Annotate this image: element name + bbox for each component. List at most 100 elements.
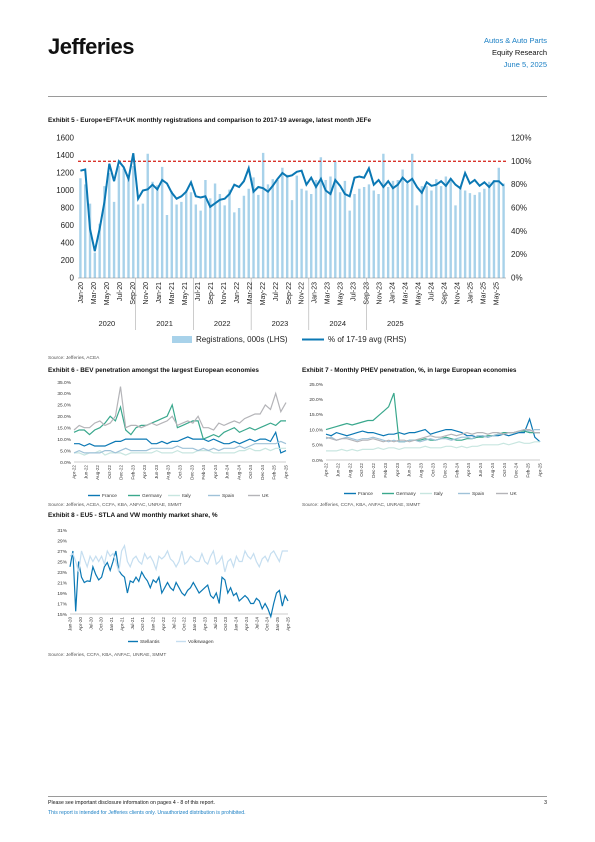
series-line-uk: [73, 386, 287, 431]
series-line-uk: [325, 428, 540, 443]
x-tick-label: Apr-21: [119, 617, 124, 631]
x-tick-label: Feb-23: [130, 465, 135, 480]
y-tick-label: 800: [61, 204, 75, 213]
legend-swatch-registrations: [172, 336, 192, 343]
registrations-bar: [420, 186, 424, 278]
registrations-bar: [377, 194, 380, 278]
x-tick-label: Jan-22: [151, 617, 156, 631]
y-tick-label: 31%: [57, 528, 67, 534]
x-tick-label: Oct-21: [140, 617, 145, 631]
registrations-bar: [444, 176, 448, 278]
registrations-bar: [473, 194, 476, 278]
registrations-bar: [300, 188, 303, 278]
month-tick-label: May-21: [182, 282, 189, 305]
month-tick-label: Nov-20: [143, 282, 150, 305]
exhibit7-chart: 0.0% 5.0% 10.0% 15.0% 20.0% 25.0% Apr-22 Jun-22…: [309, 382, 542, 497]
registrations-bar: [502, 183, 505, 278]
registrations-bar: [334, 161, 337, 278]
month-tick-label: May-20: [104, 282, 111, 305]
y-tick-label: 17%: [57, 601, 67, 607]
x-tick-label: Dec-24: [514, 463, 519, 478]
x-tick-label: Feb-23: [383, 463, 388, 478]
sector-label: Autos & Auto Parts: [484, 36, 547, 45]
month-tick-label: Jan-20: [78, 282, 85, 304]
registrations-bar: [108, 173, 111, 278]
registrations-bar: [367, 184, 371, 278]
y-tick-label: 20.0%: [57, 414, 71, 420]
registrations-bar: [290, 200, 294, 278]
registrations-bar: [468, 193, 472, 278]
y2-tick-label: 0%: [511, 274, 523, 283]
registrations-bar: [257, 194, 260, 278]
registrations-bar: [362, 187, 366, 278]
registrations-bar: [194, 204, 198, 278]
legend-label: Registrations, 000s (LHS): [196, 335, 288, 344]
registrations-bar: [175, 204, 178, 278]
series-line-germany: [73, 403, 286, 440]
registrations-bar: [396, 180, 399, 278]
registrations-bar: [281, 167, 284, 278]
registrations-bar: [430, 190, 433, 278]
month-tick-label: Sep-20: [130, 282, 137, 305]
x-tick-label: Dec-22: [371, 463, 376, 478]
legend-label: Germany: [142, 493, 162, 499]
x-tick-label: Dec-23: [442, 463, 447, 478]
registrations-bar: [454, 205, 457, 278]
x-tick-label: Feb-25: [272, 465, 277, 480]
x-tick-label: Jan-21: [109, 617, 114, 631]
month-tick-label: Nov-24: [454, 282, 461, 305]
jefferies-logo: Jefferies: [48, 34, 135, 59]
x-tick-label: Jun-23: [407, 463, 412, 477]
y-tick-label: 5.0%: [60, 448, 72, 454]
x-tick-label: Dec-22: [119, 465, 124, 480]
y2-tick-label: 60%: [511, 204, 527, 213]
registrations-bar: [425, 186, 428, 278]
exhibit5-chart: 0 200 400 600 800 1000 1200 1400 1600 0% 20% 40% 60%…: [56, 134, 531, 345]
month-tick-label: Jan-22: [234, 282, 241, 304]
month-tick-label: Nov-23: [377, 282, 384, 305]
registrations-bar: [310, 194, 313, 278]
registrations-bar: [237, 208, 241, 278]
x-tick-label: Apr-25: [284, 465, 289, 479]
registrations-bar: [324, 180, 327, 278]
month-tick-label: Jul-23: [351, 282, 358, 301]
x-tick-label: Apr-22: [161, 617, 166, 631]
month-tick-label: Nov-22: [299, 282, 306, 305]
registrations-bar: [406, 183, 409, 278]
month-tick-label: Jul-24: [428, 282, 435, 301]
x-tick-label: Oct-24: [502, 463, 507, 477]
y2-tick-label: 40%: [511, 227, 527, 236]
series-line-italy: [74, 447, 286, 456]
registrations-bar: [305, 190, 308, 278]
x-tick-label: Apr-24: [213, 465, 218, 479]
x-tick-label: Apr-22: [324, 463, 329, 477]
x-tick-label: Oct-22: [107, 465, 112, 479]
legend-label: Spain: [472, 491, 485, 497]
registrations-bar: [439, 186, 443, 278]
x-tick-label: Oct-22: [359, 463, 364, 477]
registrations-bar: [415, 205, 419, 278]
registrations-bar: [170, 191, 173, 278]
legend-label: Germany: [396, 491, 416, 497]
x-tick-label: Jul-20: [88, 617, 93, 630]
x-tick-label: Apr-23: [395, 463, 400, 477]
exhibit7-title: Exhibit 7 - Monthly PHEV penetration, %,…: [302, 367, 517, 374]
month-tick-label: Jan-25: [467, 282, 474, 304]
registrations-bar: [252, 177, 255, 278]
y-tick-label: 29%: [57, 538, 67, 544]
registrations-bar: [146, 153, 149, 278]
y-tick-label: 5.0%: [312, 443, 324, 449]
month-tick-label: Mar-20: [91, 282, 98, 304]
registrations-bar: [160, 166, 164, 278]
registrations-bar: [329, 176, 332, 278]
month-tick-label: Jul-20: [117, 282, 124, 301]
y-tick-label: 23%: [57, 570, 67, 576]
month-tick-label: Jan-24: [390, 282, 397, 304]
x-tick-label: Oct-23: [178, 465, 183, 479]
y2-tick-label: 100%: [511, 157, 531, 166]
exhibit5-source: Source: Jefferies, ACEA: [48, 356, 100, 361]
month-tick-label: Sep-23: [364, 282, 371, 305]
x-tick-label: Aug-23: [166, 465, 171, 480]
series-line-italy: [326, 441, 540, 452]
registrations-bar: [372, 190, 375, 278]
